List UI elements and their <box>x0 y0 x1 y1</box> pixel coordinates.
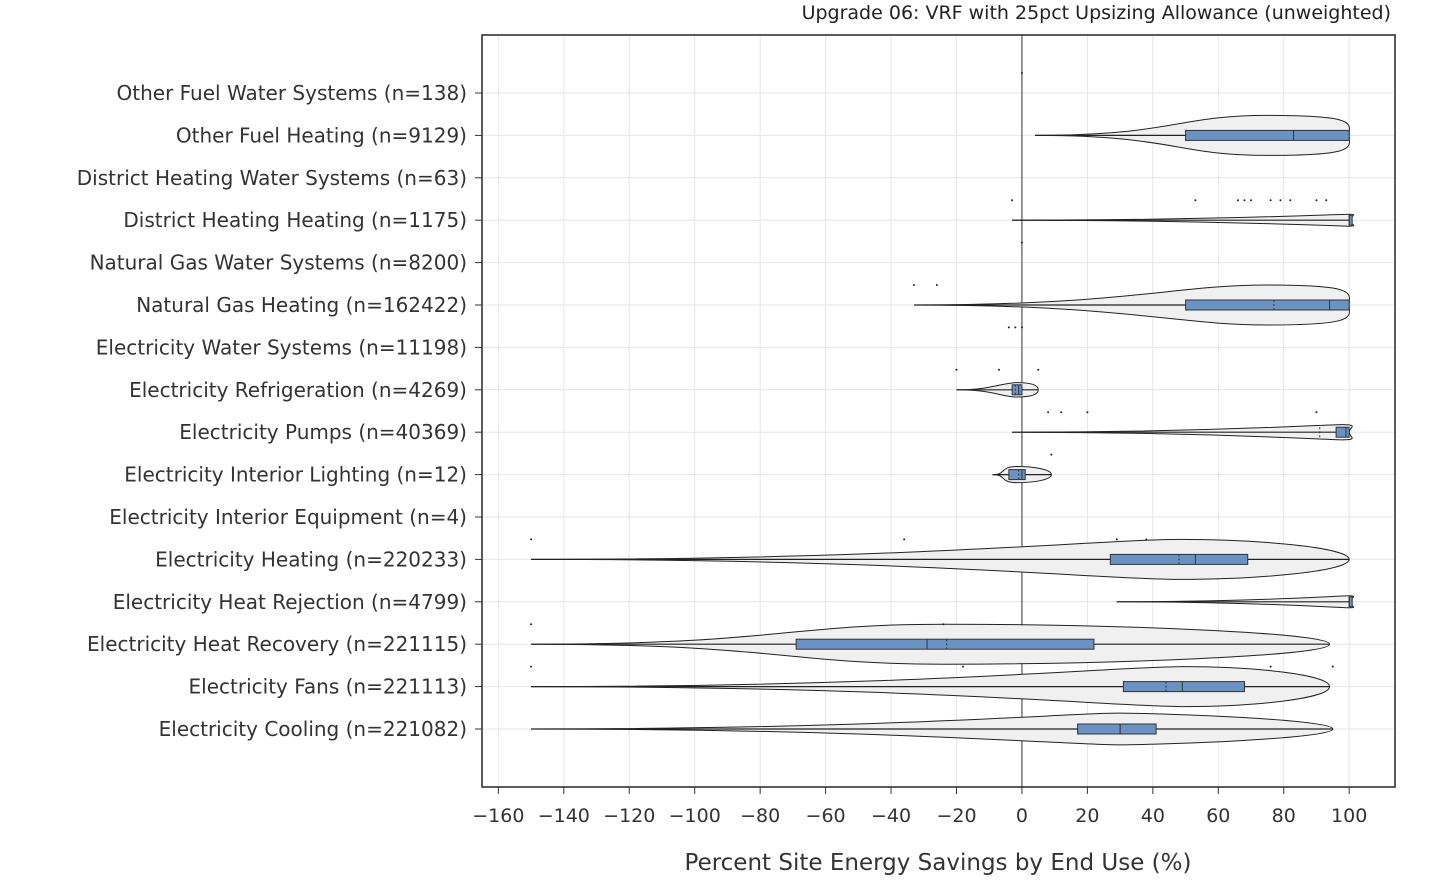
outlier-point <box>1047 411 1050 414</box>
outlier-point <box>1269 665 1272 668</box>
outlier-point <box>1289 199 1292 202</box>
x-axis-title: Percent Site Energy Savings by End Use (… <box>685 850 1192 876</box>
x-tick-label: −120 <box>603 805 655 827</box>
plot-layer <box>530 72 1355 746</box>
box <box>1185 299 1350 311</box>
category-label: Electricity Heat Recovery (n=221115) <box>87 632 467 656</box>
outlier-point <box>1020 326 1023 329</box>
x-tick-label: −100 <box>669 805 721 827</box>
box <box>1335 426 1350 438</box>
outlier-point <box>955 368 958 371</box>
outlier-point <box>998 368 1001 371</box>
outlier-point <box>1269 199 1272 202</box>
category-label: District Heating Heating (n=1175) <box>123 208 467 232</box>
outlier-point <box>1325 199 1328 202</box>
outlier-point <box>1011 199 1014 202</box>
category-label: Other Fuel Heating (n=9129) <box>176 123 467 147</box>
x-tick-label: −160 <box>472 805 524 827</box>
outlier-point <box>1331 665 1334 668</box>
outlier-point <box>1020 241 1023 244</box>
outlier-point <box>1145 538 1148 541</box>
category-label: Electricity Interior Lighting (n=12) <box>124 463 467 487</box>
category-label: Electricity Refrigeration (n=4269) <box>129 378 467 402</box>
category-label: Electricity Interior Equipment (n=4) <box>109 505 467 529</box>
outlier-point <box>1115 538 1118 541</box>
outlier-point <box>1060 411 1063 414</box>
outlier-point <box>962 665 965 668</box>
outlier-point <box>530 538 533 541</box>
box <box>1185 129 1350 141</box>
category-label: Electricity Heat Rejection (n=4799) <box>113 590 467 614</box>
outlier-point <box>1315 199 1318 202</box>
x-tick-label: 40 <box>1141 805 1165 827</box>
category-label: Electricity Heating (n=220233) <box>155 547 467 571</box>
outlier-point <box>1315 411 1318 414</box>
category-label: Electricity Cooling (n=221082) <box>159 717 467 741</box>
outlier-point <box>1014 326 1017 329</box>
outlier-point <box>1236 199 1239 202</box>
outlier-point <box>1037 368 1040 371</box>
category-label: Other Fuel Water Systems (n=138) <box>117 81 468 105</box>
outlier-point <box>1020 72 1023 74</box>
outlier-point <box>1279 199 1282 202</box>
x-tick-label: 80 <box>1272 805 1296 827</box>
category-label: District Heating Water Systems (n=63) <box>77 166 467 190</box>
box <box>1011 384 1023 396</box>
category-labels: Other Fuel Water Systems (n=138) Other Fu… <box>77 81 482 741</box>
x-tick-labels: −160 −140 −120 −100 −80 −60 −40 −20 0 20 40 60 80 100 <box>472 787 1367 827</box>
box <box>1122 681 1245 693</box>
outlier-point <box>935 284 938 286</box>
outlier-point <box>1250 199 1253 202</box>
outlier-point <box>530 623 533 626</box>
category-label: Natural Gas Water Systems (n=8200) <box>90 251 467 275</box>
outlier-point <box>530 665 533 668</box>
plot-frame <box>481 34 1396 788</box>
category-label: Natural Gas Heating (n=162422) <box>136 293 467 317</box>
outlier-point <box>903 538 906 541</box>
box <box>1008 469 1026 481</box>
x-tick-label: −40 <box>871 805 911 827</box>
outlier-point <box>1086 411 1089 414</box>
x-tick-label: −60 <box>806 805 846 827</box>
x-tick-label: 0 <box>1016 805 1028 827</box>
x-tick-label: 60 <box>1206 805 1230 827</box>
category-label: Electricity Water Systems (n=11198) <box>96 335 467 359</box>
outlier-point <box>1194 199 1197 202</box>
box <box>795 638 1095 650</box>
outlier-point <box>1243 199 1246 202</box>
box <box>1077 723 1157 735</box>
x-tick-label: −20 <box>936 805 976 827</box>
x-tick-label: 100 <box>1331 805 1367 827</box>
outlier-point <box>1007 326 1010 329</box>
outlier-point <box>1050 453 1053 456</box>
x-tick-label: −80 <box>740 805 780 827</box>
x-tick-label: −140 <box>538 805 590 827</box>
chart-title: Upgrade 06: VRF with 25pct Upsizing Allo… <box>801 2 1391 24</box>
outlier-point <box>942 623 945 626</box>
x-tick-label: 20 <box>1075 805 1099 827</box>
outlier-point <box>912 284 915 286</box>
category-label: Electricity Pumps (n=40369) <box>179 420 467 444</box>
category-label: Electricity Fans (n=221113) <box>189 675 467 699</box>
